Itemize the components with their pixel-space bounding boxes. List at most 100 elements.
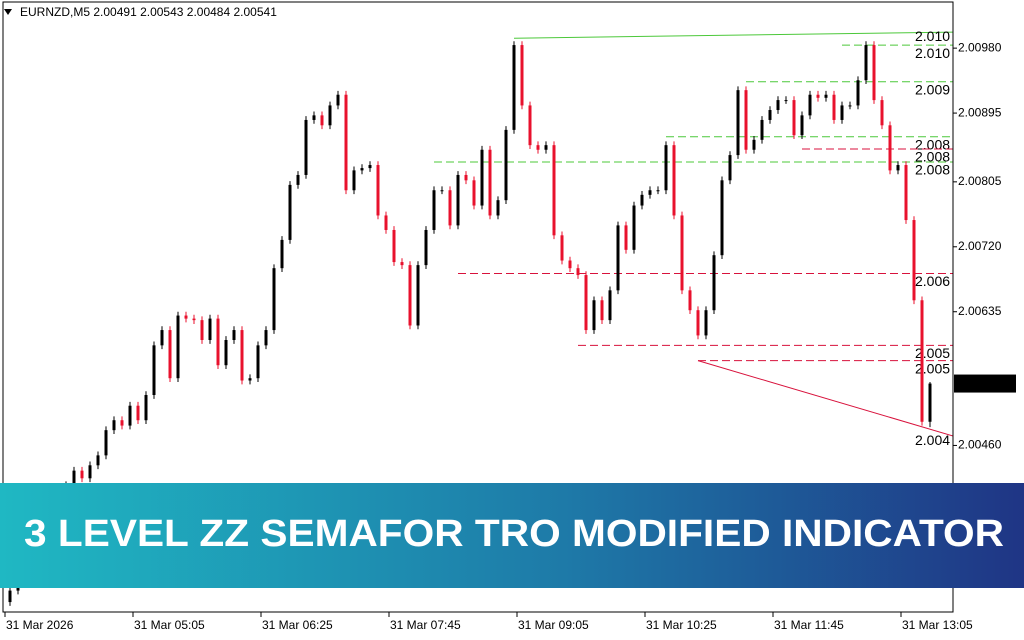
candle-body	[744, 90, 748, 150]
candle-body	[432, 190, 436, 230]
zigzag-line	[513, 31, 953, 39]
x-tick-label: 31 Mar 11:45	[774, 618, 844, 632]
candle-body	[656, 190, 660, 192]
candle-body	[152, 345, 156, 396]
candle-body	[792, 100, 796, 136]
y-tick-label: 2.00805	[958, 174, 1002, 188]
candle-body	[352, 170, 356, 191]
candle-body	[424, 229, 428, 266]
candle-body	[600, 300, 604, 321]
candle-body	[824, 94, 828, 98]
candle-body	[616, 225, 620, 291]
candle-body	[272, 268, 276, 331]
candle-body	[920, 300, 924, 422]
level-label: 2.005	[915, 360, 950, 376]
zigzag-label: 2.010	[915, 28, 950, 44]
candle-body	[112, 420, 116, 431]
chart-header: EURNZD,M5 2.00491 2.00543 2.00484 2.0054…	[20, 5, 277, 19]
x-tick-label: 31 Mar 2026	[6, 618, 74, 632]
candle-body	[568, 260, 572, 269]
candle-body	[168, 330, 172, 379]
candle-body	[448, 190, 452, 226]
menu-arrow[interactable]	[4, 9, 12, 15]
candle-body	[576, 268, 580, 276]
candle-body	[768, 110, 772, 120]
candle-body	[312, 115, 316, 120]
y-tick-label: 2.00980	[958, 40, 1002, 54]
level-label: 2.008	[915, 149, 950, 165]
candle-body	[720, 180, 724, 256]
chart-quote: 2.00491 2.00543 2.00484 2.00541	[93, 5, 277, 19]
x-tick-label: 31 Mar 09:05	[518, 618, 589, 632]
candle-body	[304, 119, 308, 175]
banner	[0, 483, 1024, 588]
y-tick-label: 2.00460	[958, 438, 1002, 452]
candle-body	[872, 45, 876, 101]
candle-body	[80, 470, 84, 479]
candle-body	[672, 145, 676, 216]
candle-body	[184, 315, 188, 319]
candle-body	[192, 318, 196, 321]
candle-body	[264, 330, 268, 346]
current-price-box	[954, 374, 1016, 393]
candle-body	[488, 149, 492, 216]
candle-body	[560, 235, 564, 261]
candle-body	[128, 405, 132, 426]
candle-body	[136, 405, 140, 421]
candle-body	[808, 94, 812, 116]
level-label: 2.008	[915, 162, 950, 178]
candle-body	[256, 345, 260, 379]
candle-body	[712, 255, 716, 311]
level-label: 2.010	[915, 45, 950, 61]
level-label: 2.009	[915, 81, 950, 97]
candle-body	[288, 184, 292, 240]
candle-body	[800, 115, 804, 136]
candle-body	[248, 378, 252, 381]
candle-body	[624, 225, 628, 250]
candle-body	[832, 94, 836, 120]
zigzag-line	[697, 360, 953, 437]
candle-body	[416, 265, 420, 326]
candle-body	[472, 180, 476, 206]
candle-body	[912, 220, 916, 301]
candle-body	[784, 100, 788, 102]
candle-body	[216, 318, 220, 366]
current-price-label: 2.00541	[958, 376, 1002, 390]
candle-body	[160, 330, 164, 346]
x-tick-label: 31 Mar 13:05	[902, 618, 973, 632]
candle-body	[528, 105, 532, 146]
plot-frame	[2, 1, 954, 613]
candle-body	[392, 229, 396, 263]
candle-body	[144, 395, 148, 421]
candle-body	[320, 115, 324, 126]
x-tick-label: 31 Mar 05:05	[134, 618, 205, 632]
candle-body	[504, 129, 508, 201]
candle-body	[664, 145, 668, 191]
y-tick-label: 2.00720	[958, 239, 1002, 253]
candle-body	[840, 105, 844, 120]
candle-body	[368, 165, 372, 169]
candle-body	[88, 465, 92, 479]
candle-body	[728, 155, 732, 181]
candle-body	[536, 145, 540, 150]
candle-body	[520, 45, 524, 106]
candle-body	[608, 290, 612, 321]
candle-body	[104, 430, 108, 456]
candle-body	[384, 215, 388, 230]
candle-body	[440, 190, 444, 192]
candle-body	[904, 165, 908, 221]
candle-body	[360, 168, 364, 171]
candle-body	[776, 100, 780, 111]
candle-body	[208, 318, 212, 340]
candle-body	[736, 90, 740, 156]
level-label: 2.005	[915, 345, 950, 361]
candle-body	[816, 94, 820, 98]
candle-body	[680, 215, 684, 291]
candle-body	[296, 174, 300, 185]
candle-body	[224, 340, 228, 366]
chart-title: EURNZD,M5	[20, 5, 90, 19]
candle-body	[96, 455, 100, 466]
candle-body	[544, 145, 548, 150]
